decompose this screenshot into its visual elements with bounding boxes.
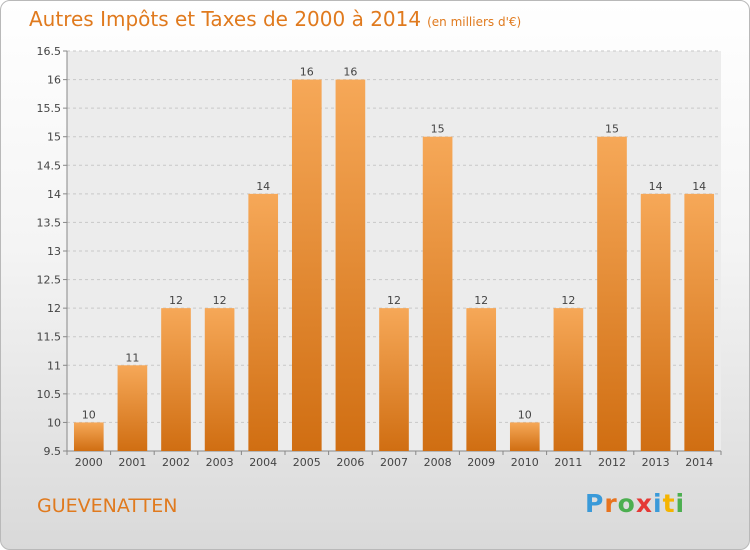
data-label: 12 [213, 294, 227, 307]
x-tick-label: 2005 [293, 456, 321, 469]
y-tick-label: 13 [47, 245, 61, 258]
x-tick-label: 2014 [685, 456, 713, 469]
y-tick-label: 12 [47, 302, 61, 315]
y-tick-label: 10 [47, 416, 61, 429]
logo-letter: i [653, 489, 663, 518]
bar [684, 193, 715, 451]
bar [640, 193, 671, 451]
x-tick-label: 2008 [424, 456, 452, 469]
data-label: 10 [82, 408, 96, 421]
data-label: 15 [605, 123, 619, 136]
bar [335, 79, 366, 452]
x-tick-label: 2009 [467, 456, 495, 469]
y-tick-label: 16 [47, 74, 61, 87]
chart-title: Autres Impôts et Taxes de 2000 à 2014 (en… [29, 7, 521, 31]
data-label: 11 [125, 351, 139, 364]
x-tick-label: 2004 [249, 456, 277, 469]
logo-letter: x [635, 489, 653, 518]
x-tick-label: 2012 [598, 456, 626, 469]
y-tick-label: 9.5 [44, 445, 62, 458]
x-tick-label: 2001 [118, 456, 146, 469]
data-label: 16 [300, 66, 314, 79]
y-tick-label: 14.5 [37, 159, 62, 172]
x-tick-label: 2006 [336, 456, 364, 469]
y-tick-label: 15.5 [37, 102, 62, 115]
bar [466, 308, 497, 451]
bar [509, 422, 540, 451]
x-tick-label: 2002 [162, 456, 190, 469]
bar [73, 422, 104, 451]
data-label: 12 [474, 294, 488, 307]
data-label: 15 [431, 123, 445, 136]
logo-letter: o [617, 489, 636, 518]
bar [597, 136, 627, 451]
y-tick-label: 11.5 [37, 331, 62, 344]
y-tick-label: 10.5 [37, 388, 62, 401]
y-tick-label: 11 [47, 359, 61, 372]
x-tick-label: 2003 [206, 456, 234, 469]
y-tick-label: 16.5 [37, 45, 62, 58]
y-tick-label: 12.5 [37, 274, 62, 287]
x-tick-label: 2007 [380, 456, 408, 469]
data-label: 14 [692, 180, 706, 193]
bar [422, 136, 453, 451]
title-text: Autres Impôts et Taxes de 2000 à 2014 [29, 7, 422, 31]
logo-letter: r [604, 489, 618, 518]
x-tick-label: 2013 [642, 456, 670, 469]
proxiti-logo: Proxiti [585, 489, 685, 518]
bar [117, 365, 148, 451]
data-label: 10 [518, 408, 532, 421]
data-label: 12 [169, 294, 183, 307]
logo-letter: t [662, 489, 676, 518]
logo-letter: i [675, 489, 686, 518]
y-tick-label: 15 [47, 131, 61, 144]
bar [204, 308, 235, 451]
y-tick-label: 14 [47, 188, 61, 201]
city-name: GUEVENATTEN [37, 495, 178, 517]
bar [291, 79, 322, 452]
x-tick-label: 2011 [554, 456, 582, 469]
data-label: 12 [561, 294, 575, 307]
x-tick-label: 2010 [511, 456, 539, 469]
data-label: 14 [649, 180, 663, 193]
data-label: 12 [387, 294, 401, 307]
title-unit: (en milliers d'€) [427, 15, 522, 29]
bar [248, 193, 279, 451]
data-label: 14 [256, 180, 270, 193]
x-tick-label: 2000 [75, 456, 103, 469]
bar [379, 308, 409, 451]
bar [161, 308, 191, 451]
bar [553, 308, 584, 451]
data-label: 16 [343, 66, 357, 79]
y-tick-label: 13.5 [37, 216, 62, 229]
logo-letter: P [585, 489, 605, 518]
